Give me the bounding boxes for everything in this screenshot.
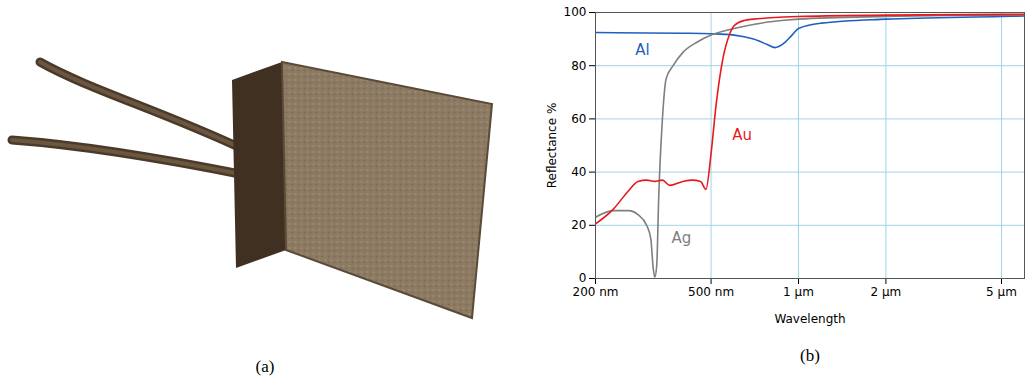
svg-text:500 nm: 500 nm <box>688 285 734 299</box>
svg-text:80: 80 <box>571 59 586 73</box>
svg-text:60: 60 <box>571 112 586 126</box>
html-text:(b): (b) <box>800 346 820 365</box>
svg-text:5 µm: 5 µm <box>986 285 1017 299</box>
svg-text:Au: Au <box>732 126 752 144</box>
svg-text:0: 0 <box>579 271 587 285</box>
svg-text:200 nm: 200 nm <box>572 285 618 299</box>
svg-text:100: 100 <box>564 5 587 19</box>
svg-text:1 µm: 1 µm <box>783 285 814 299</box>
svg-text:Al: Al <box>635 41 649 59</box>
svg-text:Reflectance %: Reflectance % <box>545 103 559 189</box>
svg-text:2 µm: 2 µm <box>871 285 902 299</box>
svg-text:Ag: Ag <box>671 229 691 247</box>
svg-text:20: 20 <box>571 218 586 232</box>
svg-text:40: 40 <box>571 165 586 179</box>
html-text:(a): (a) <box>255 357 275 376</box>
svg-text:Wavelength: Wavelength <box>774 312 845 326</box>
